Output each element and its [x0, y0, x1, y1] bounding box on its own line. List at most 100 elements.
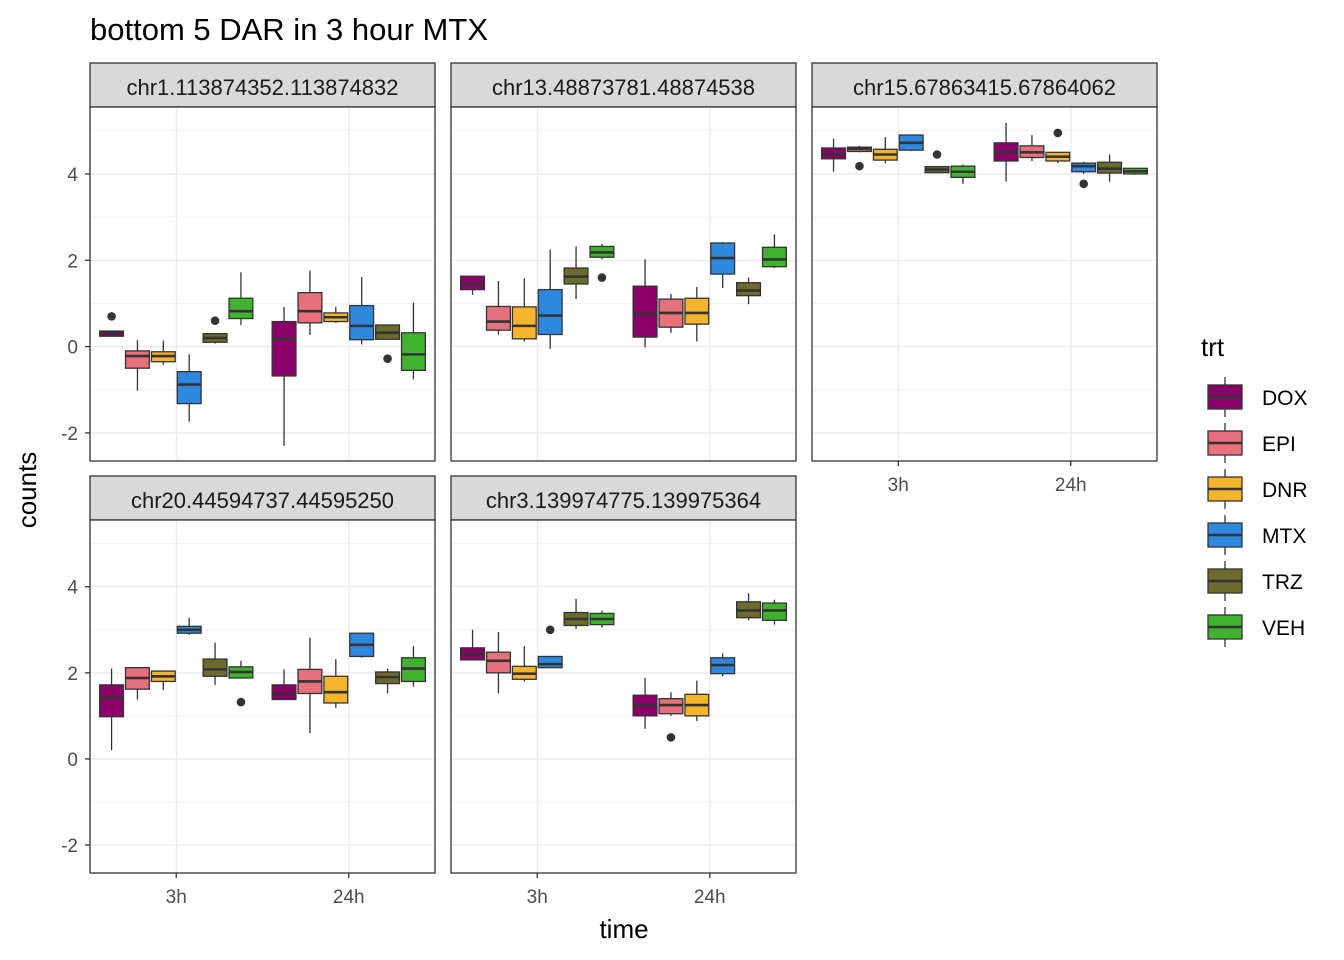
minor-gridlines — [451, 543, 796, 803]
facet-strip — [450, 62, 797, 108]
panel-background — [90, 107, 435, 461]
boxplot-epi-3h — [485, 631, 511, 694]
box-iqr — [176, 370, 202, 405]
boxplot-dnr-3h — [872, 137, 898, 164]
boxplot-trz-24h — [375, 324, 401, 363]
boxplot-dnr-24h — [323, 659, 349, 709]
outlier-point — [107, 312, 116, 321]
boxplot-mtx-24h — [349, 277, 375, 345]
outlier-point — [666, 733, 676, 742]
minor-gridlines — [90, 130, 435, 391]
facet-strip — [89, 62, 436, 108]
major-gridlines — [451, 107, 796, 461]
facet-strip — [811, 62, 1158, 108]
outlier-point — [1053, 128, 1063, 138]
facet-strip-label: chr13.48873781.48874538 — [492, 75, 755, 100]
major-gridlines — [451, 520, 796, 873]
chart-title: bottom 5 DAR in 3 hour MTX — [90, 12, 488, 47]
boxplot-mtx-24h — [349, 632, 375, 658]
boxplot-dox-3h — [821, 138, 847, 172]
boxplot-mtx-3h — [176, 617, 202, 635]
boxplot-dox-24h — [632, 259, 658, 348]
boxplot-mtx-24h — [1071, 161, 1097, 189]
panel-border — [450, 519, 797, 874]
box-iqr — [537, 655, 563, 669]
facet-strip — [450, 475, 797, 521]
box-iqr — [297, 291, 323, 324]
boxplot-epi-24h — [658, 293, 684, 333]
boxplot-dnr-3h — [511, 278, 537, 342]
major-gridlines — [812, 107, 1157, 461]
legend-item-mtx: MTX — [1207, 515, 1306, 555]
boxplot-trz-3h — [202, 316, 228, 344]
facet-panel: chr15.67863415.67864062 3h 24h — [811, 62, 1158, 496]
facet-strip-label: chr15.67863415.67864062 — [853, 75, 1116, 100]
box-iqr — [400, 332, 426, 371]
panel-border — [89, 106, 436, 462]
boxplot-veh-24h — [1122, 167, 1148, 175]
y-tick-label: 2 — [67, 664, 78, 685]
boxplot-dox-24h — [632, 677, 658, 729]
box-iqr — [632, 285, 658, 338]
legend-item-dnr: DNR — [1207, 469, 1308, 509]
boxplot-dnr-24h — [684, 287, 710, 342]
box-iqr — [349, 304, 375, 341]
boxplot-dnr-24h — [323, 306, 349, 323]
facet-panel: chr20.44594737.44595250 -2 0 2 4 3h 24h — [61, 475, 436, 908]
box-iqr — [271, 320, 297, 377]
y-tick-label: 0 — [67, 338, 78, 359]
outlier-point — [236, 697, 246, 707]
minor-gridlines — [451, 130, 796, 391]
legend-item-label: MTX — [1262, 525, 1306, 548]
legend-item-trz: TRZ — [1207, 561, 1303, 601]
boxplot-dnr-24h — [1045, 128, 1071, 164]
boxplot-veh-24h — [761, 599, 787, 625]
outlier-point — [210, 316, 220, 325]
boxplot-epi-24h — [297, 270, 323, 335]
x-tick-label: 24h — [333, 887, 365, 908]
box-iqr — [485, 305, 511, 331]
outlier-point — [855, 161, 864, 171]
boxplot-dox-24h — [271, 306, 297, 446]
facet-strip-label: chr20.44594737.44595250 — [131, 488, 394, 513]
boxplot-epi-3h — [124, 667, 150, 700]
x-tick-label: 3h — [527, 887, 548, 908]
x-tick-label: 3h — [888, 475, 909, 496]
legend: trt DOX EPI DNR MTX TRZ VEH — [1201, 332, 1308, 647]
boxplot-mtx-24h — [710, 653, 736, 677]
boxplot-trz-3h — [563, 598, 589, 629]
boxplot-dnr-24h — [684, 680, 710, 722]
box-iqr — [202, 658, 228, 677]
outlier-point — [1079, 179, 1088, 189]
facet-panel: chr13.48873781.48874538 — [450, 62, 797, 462]
boxplot-veh-24h — [400, 646, 426, 687]
boxplot-mtx-3h — [898, 134, 924, 152]
minor-gridlines — [812, 130, 1157, 391]
facet-strip-label: chr3.139974775.139975364 — [486, 488, 761, 513]
x-tick-label: 24h — [1055, 475, 1087, 496]
panel-background — [451, 520, 796, 873]
boxplot-dnr-3h — [511, 646, 537, 682]
boxplot-epi-24h — [658, 692, 684, 742]
y-axis-title: counts — [12, 452, 42, 529]
boxplot-veh-3h — [950, 164, 976, 184]
boxplot-epi-24h — [1019, 135, 1045, 161]
boxplot-veh-24h — [761, 234, 787, 269]
facet-panels: chr1.113874352.113874832 -2 0 2 4 chr13.48873… — [61, 62, 1158, 908]
outlier-point — [597, 273, 607, 282]
boxplot-mtx-3h — [176, 354, 202, 422]
major-gridlines — [90, 107, 435, 461]
legend-title: trt — [1201, 332, 1225, 362]
y-tick-label: -2 — [61, 424, 78, 445]
boxplot-veh-3h — [589, 243, 615, 282]
box-iqr — [511, 306, 537, 340]
boxplot-dox-3h — [460, 629, 486, 661]
facet-strip-label: chr1.113874352.113874832 — [127, 75, 399, 100]
boxplot-dox-3h — [460, 275, 486, 295]
legend-items: DOX EPI DNR MTX TRZ VEH — [1207, 377, 1308, 647]
panel-border — [811, 106, 1158, 462]
major-gridlines — [90, 520, 435, 873]
facet-strip — [89, 475, 436, 521]
y-tick-label: 4 — [67, 578, 78, 599]
